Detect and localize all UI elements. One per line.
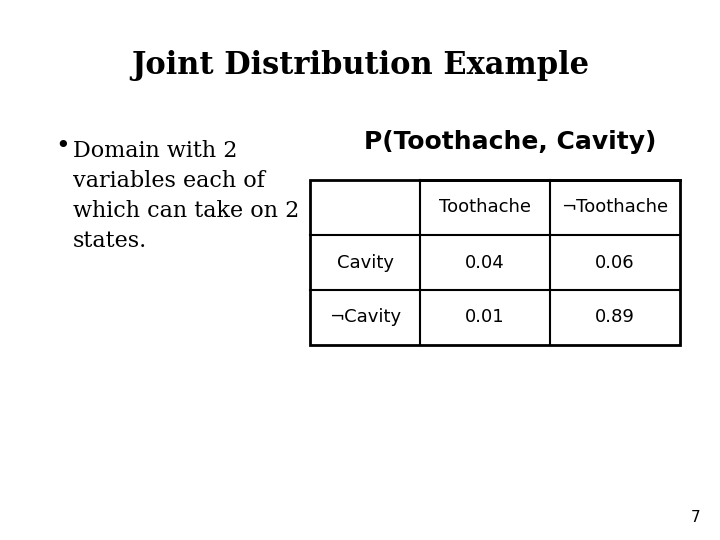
Text: variables each of: variables each of — [73, 170, 265, 192]
Bar — [310, 180, 680, 345]
Text: 0.06: 0.06 — [595, 253, 635, 272]
Text: states.: states. — [73, 230, 148, 252]
Text: which can take on 2: which can take on 2 — [73, 200, 300, 222]
Text: 0.89: 0.89 — [595, 308, 635, 327]
Text: Toothache: Toothache — [439, 199, 531, 217]
Text: ¬Cavity: ¬Cavity — [329, 308, 401, 327]
Text: 0.01: 0.01 — [465, 308, 505, 327]
Text: Joint Distribution Example: Joint Distribution Example — [131, 50, 589, 81]
Text: 7: 7 — [690, 510, 700, 525]
Text: P(Toothache, Cavity): P(Toothache, Cavity) — [364, 130, 656, 154]
Text: Domain with 2: Domain with 2 — [73, 140, 238, 162]
Text: •: • — [55, 135, 70, 158]
Text: 0.04: 0.04 — [465, 253, 505, 272]
Text: ¬Toothache: ¬Toothache — [562, 199, 669, 217]
Text: Cavity: Cavity — [336, 253, 394, 272]
